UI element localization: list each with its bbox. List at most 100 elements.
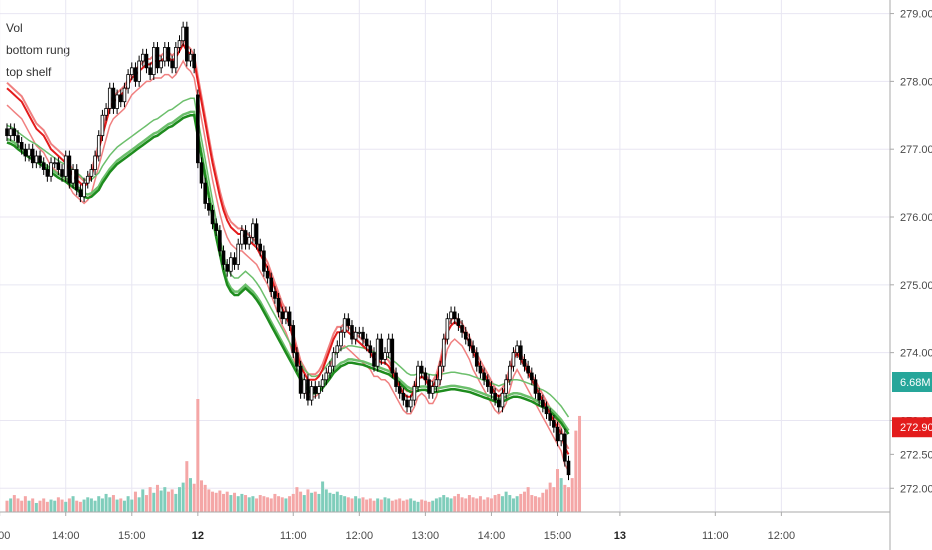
candle-body — [118, 94, 123, 103]
candle-body — [265, 270, 270, 279]
volume-bar — [236, 496, 240, 512]
volume-bar — [423, 500, 427, 512]
candle-body — [309, 386, 314, 401]
candle-body — [151, 47, 156, 75]
candle-body — [19, 142, 24, 150]
candle-body — [254, 223, 259, 245]
volume-bar — [189, 478, 192, 512]
volume-bar — [203, 484, 207, 512]
candle-body — [449, 311, 453, 320]
volume-bar — [16, 498, 20, 512]
candle-body — [60, 169, 64, 177]
candle-body — [174, 47, 178, 69]
candle-body — [298, 365, 303, 394]
time-tick-label: 12:00 — [346, 530, 374, 542]
candle-body — [394, 372, 398, 387]
candle-body — [232, 257, 237, 265]
volume-bar — [115, 499, 119, 512]
volume-bar — [310, 492, 314, 512]
volume-bar — [383, 497, 387, 512]
candle-body — [12, 128, 17, 137]
candle-body — [236, 243, 241, 265]
volume-bar — [214, 492, 218, 512]
volume-bar — [82, 499, 86, 512]
time-tick-label: 13:00 — [412, 530, 440, 542]
candle-body — [56, 162, 61, 170]
candle-body — [504, 379, 508, 394]
volume-bar — [56, 497, 60, 512]
volume-bar — [100, 498, 104, 512]
volume-bar — [288, 496, 292, 512]
candle-body — [23, 148, 28, 157]
volume-bar — [89, 498, 93, 512]
candle-body — [537, 392, 541, 401]
ema-red-light-line-2 — [6, 59, 570, 472]
volume-bar — [379, 499, 383, 512]
candle-body — [339, 331, 343, 347]
volume-bar — [27, 500, 31, 512]
volume-bar — [420, 499, 424, 512]
candle-body — [192, 53, 196, 69]
volume-bar — [174, 493, 178, 512]
candle-body — [144, 53, 149, 69]
candle-body — [107, 87, 112, 109]
volume-bar — [207, 489, 211, 512]
candle-body — [214, 223, 218, 231]
volume-bar — [504, 491, 508, 512]
volume-bar — [471, 497, 475, 512]
candle-body — [379, 338, 384, 360]
ema-green-light-line-2 — [6, 110, 570, 432]
legend-item-top-shelf[interactable]: top shelf — [6, 65, 52, 79]
candle-body — [284, 311, 288, 320]
candle-body — [287, 311, 292, 326]
candle-body — [8, 128, 13, 137]
volume-bar — [493, 495, 497, 512]
volume-bar — [177, 487, 181, 512]
volume-bar — [317, 493, 321, 512]
candle-body — [74, 169, 79, 191]
legend-item-bottom-rung[interactable]: bottom rung — [6, 43, 71, 57]
ema-green-line — [6, 114, 570, 435]
volume-bar — [559, 478, 563, 512]
candle-body — [82, 182, 86, 198]
volume-bar — [449, 498, 453, 512]
volume-bar — [544, 489, 548, 512]
volume-bar — [515, 496, 519, 512]
candle-body — [364, 338, 369, 347]
candle-body — [71, 169, 75, 184]
time-tick-label: 11:00 — [280, 530, 307, 542]
volume-bar — [104, 493, 108, 512]
volume-bar — [365, 499, 369, 512]
candle-body — [96, 135, 101, 157]
volume-bar — [486, 497, 490, 512]
volume-bar — [23, 496, 27, 512]
legend-item-vol[interactable]: Vol — [6, 21, 23, 35]
volume-bar — [321, 481, 325, 512]
candle-body — [262, 250, 266, 272]
candle-body — [548, 413, 552, 421]
candle-body — [63, 155, 68, 177]
volume-bar — [181, 482, 185, 512]
volume-bar — [372, 500, 376, 512]
volume-bar — [192, 483, 196, 512]
candle-body — [196, 94, 200, 164]
volume-bar — [489, 498, 493, 512]
candle-body — [456, 318, 461, 326]
time-tick-label: 12 — [192, 530, 204, 542]
volume-bar — [412, 500, 416, 512]
volume-bar — [438, 497, 442, 512]
candle-body — [555, 426, 560, 442]
volume-bar — [97, 496, 101, 512]
candle-body — [188, 53, 193, 62]
candle-body — [526, 365, 530, 374]
volume-bar — [556, 469, 559, 512]
volume-bar — [522, 491, 526, 512]
candle-body — [291, 325, 296, 354]
candle-body — [445, 318, 450, 340]
price-tick-label: 272.50 — [900, 449, 932, 461]
volume-bar — [233, 492, 237, 512]
volume-bar — [75, 500, 79, 512]
candle-body — [166, 47, 171, 62]
volume-bar — [343, 496, 347, 512]
